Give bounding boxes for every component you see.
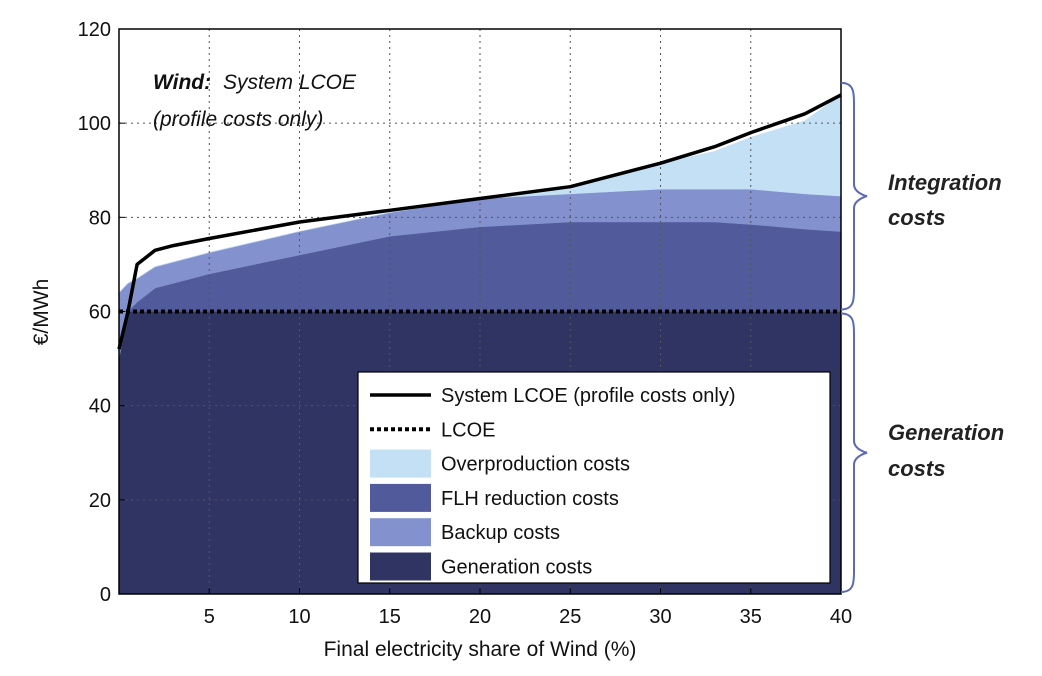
x-tick-label-5: 5 [204,606,215,628]
y-tick-label-60: 60 [89,302,111,324]
x-tick-label-20: 20 [469,606,491,628]
y-tick-label-120: 120 [78,19,111,41]
x-tick-label-25: 25 [559,606,581,628]
series-lines [117,93,842,350]
legend-label-backup-costs: Backup costs [441,522,560,544]
x-tick-label-10: 10 [288,606,310,628]
y-tick-label-100: 100 [78,113,111,135]
legend-swatch-overproduction-costs [370,449,431,478]
line-system-lcoe-profile-costs-only [117,93,842,350]
integration-costs-label-line2: costs [888,205,945,230]
axis-ticks: 5 10 15 20 25 30 35 40 0 20 40 60 80 100 120 [78,19,853,628]
generation-costs-label-line2: costs [888,456,945,481]
braces: Integration costs Generation costs [840,81,1004,593]
x-tick-label-35: 35 [740,606,762,628]
legend-label-lcoe: LCOE [441,419,495,441]
x-tick-label-40: 40 [830,606,852,628]
legend-box [357,371,831,584]
x-tick-label-30: 30 [649,606,671,628]
integration-costs-brace [840,81,868,311]
legend-label-flh-reduction-costs: FLH reduction costs [441,488,619,510]
chart-title: Wind: System LCOE [153,71,357,94]
generation-costs-brace [840,312,868,593]
y-tick-label-80: 80 [89,207,111,229]
legend: System LCOE (profile costs only) LCOE Over… [357,371,831,584]
y-axis-label: €/MWh [30,279,53,346]
x-tick-label-15: 15 [379,606,401,628]
integration-costs-label-line1: Integration [888,170,1002,195]
legend-swatch-backup-costs [370,518,431,547]
y-tick-label-0: 0 [100,584,111,606]
legend-label-system-lcoe-profile-costs-only: System LCOE (profile costs only) [441,385,736,407]
chart-title-bold: Wind: [153,71,211,94]
chart-title-rest: System LCOE [223,71,357,94]
legend-label-generation-costs: Generation costs [441,557,592,579]
generation-costs-label-line1: Generation [888,420,1004,445]
chart-subtitle: (profile costs only) [153,108,323,131]
x-axis-label: Final electricity share of Wind (%) [324,638,637,661]
legend-swatch-generation-costs [370,552,431,581]
legend-swatch-flh-reduction-costs [370,483,431,512]
y-tick-label-40: 40 [89,396,111,418]
legend-label-overproduction-costs: Overproduction costs [441,454,630,476]
y-tick-label-20: 20 [89,490,111,512]
